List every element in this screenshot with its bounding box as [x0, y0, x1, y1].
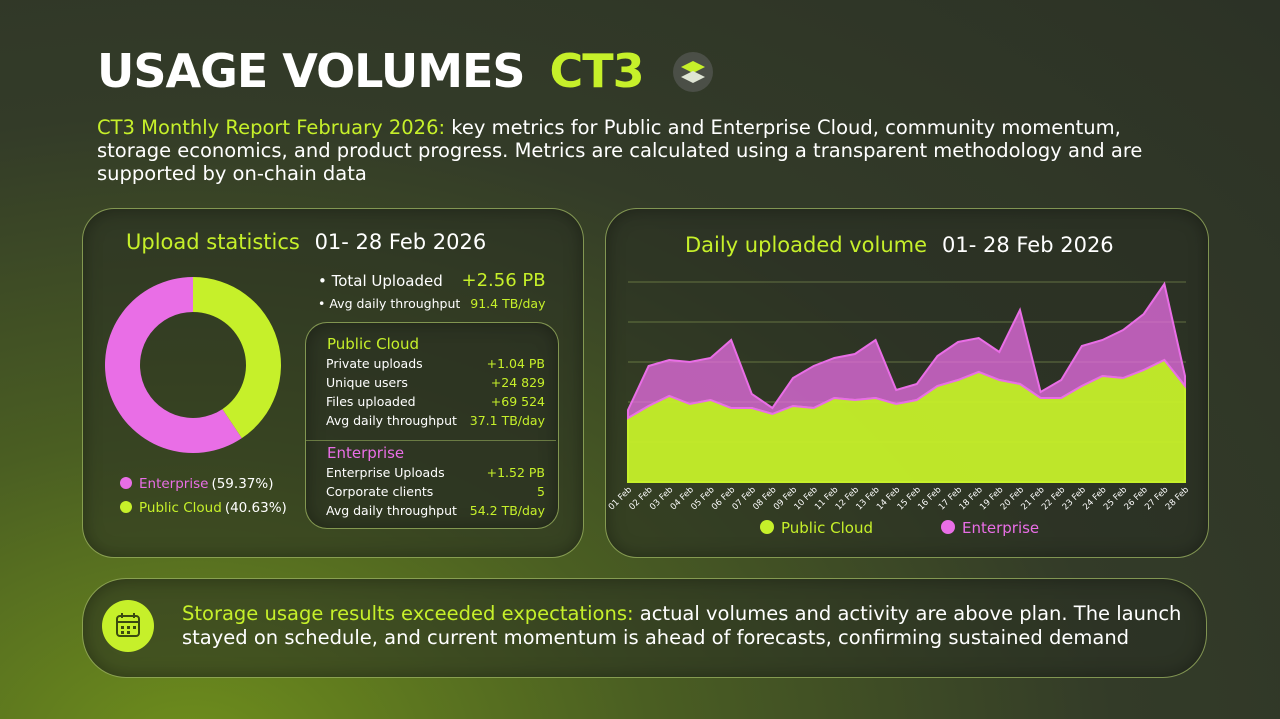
footer: Storage usage results exceeded expectati… [182, 602, 1192, 650]
legend-label: Enterprise [962, 519, 1039, 537]
calendar-icon [102, 600, 154, 652]
legend-label: Public Cloud [781, 519, 873, 537]
row-label: Private uploads [326, 356, 423, 371]
total-value: +2.56 PB [461, 270, 546, 291]
brand: CT3 [549, 44, 645, 98]
title-block: USAGE VOLUMES CT3 [97, 44, 721, 98]
avg-label: Avg daily throughput [329, 296, 461, 311]
row-value: 5 [537, 484, 545, 499]
legend-dot [120, 477, 132, 489]
intro-highlight: CT3 Monthly Report February 2026: [97, 116, 446, 139]
legend-dot [760, 520, 774, 534]
legend-value: (40.63%) [225, 500, 287, 516]
avg-value: 91.4 TB/day [470, 296, 546, 311]
x-tick-label: 28 Feb [1164, 485, 1191, 512]
legend-value: (59.37%) [211, 476, 273, 492]
row-label: Unique users [326, 375, 408, 390]
donut-slice [193, 277, 282, 439]
upload-heading: Upload statistics 01- 28 Feb 2026 [126, 230, 486, 254]
area [627, 281, 1186, 420]
upload-period: 01- 28 Feb 2026 [314, 230, 487, 254]
footer-highlight: Storage usage results exceeded expectati… [182, 602, 634, 625]
upload-title: Upload statistics [126, 230, 300, 254]
row-value: +1.52 PB [486, 465, 545, 480]
row-label: Files uploaded [326, 394, 416, 409]
donut-slice [105, 277, 242, 453]
row-label: Enterprise Uploads [326, 465, 445, 480]
section-title: Public Cloud [327, 335, 420, 353]
total-label: Total Uploaded [331, 272, 443, 290]
brand-logo [672, 52, 713, 92]
legend-label: Public Cloud [139, 500, 222, 516]
total-row: • Total Uploaded +2.56 PB [318, 270, 546, 291]
row-label: Avg daily throughput [326, 503, 457, 518]
row-label: Corporate clients [326, 484, 434, 499]
row-value: 54.2 TB/day [469, 503, 545, 518]
detail-box [305, 322, 559, 529]
row-value: +24 829 [490, 375, 545, 390]
divider [306, 440, 556, 441]
title: USAGE VOLUMES [97, 44, 526, 98]
legend-dot [120, 501, 132, 513]
area-subtitle: 01- 28 Feb 2026 [942, 233, 1114, 257]
row-value: 37.1 TB/day [469, 413, 545, 428]
row-value: +69 524 [490, 394, 545, 409]
row-value: +1.04 PB [486, 356, 545, 371]
section-title: Enterprise [327, 444, 405, 462]
legend-dot [941, 520, 955, 534]
footer-panel [82, 578, 1207, 678]
avg-row: • Avg daily throughput 91.4 TB/day [318, 296, 546, 311]
intro-text: key metrics for Public and Enterprise Cl… [97, 116, 1143, 185]
legend-label: Enterprise [139, 476, 208, 492]
intro: CT3 Monthly Report February 2026: key me… [97, 116, 1177, 185]
area-title: Daily uploaded volume [685, 233, 927, 257]
row-label: Avg daily throughput [326, 413, 457, 428]
footer-text: actual volumes and activity are above pl… [182, 602, 1182, 649]
